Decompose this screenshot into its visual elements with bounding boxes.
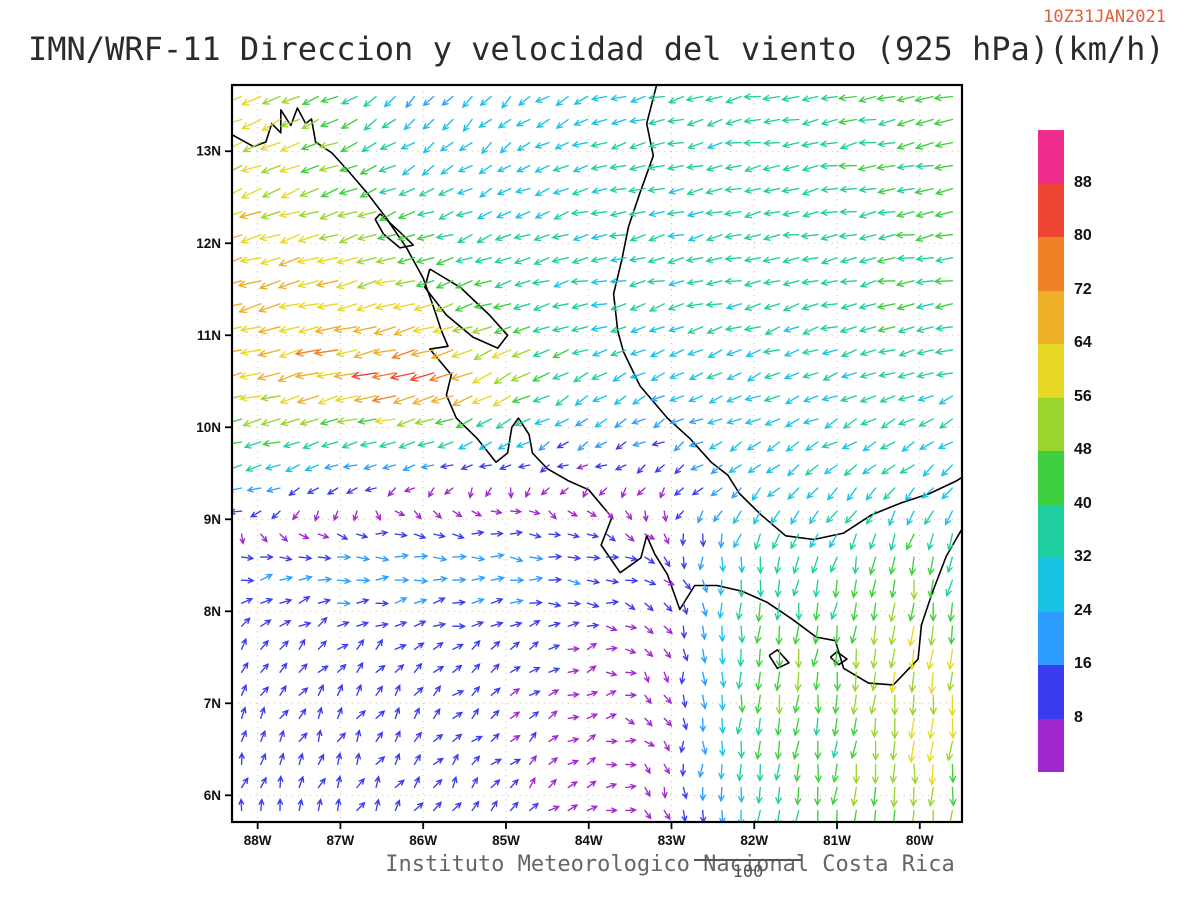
x-tick-label: 83W <box>658 833 686 848</box>
colorbar-scale <box>1038 130 1064 772</box>
y-tick-label: 8N <box>204 604 221 619</box>
wind-vector-map: 88W 87W 86W 85W 84W 83W 82W 81W 80W 13N 12N 11N 10N 9… <box>196 83 964 848</box>
colorbar: 88 80 72 64 56 48 40 32 24 16 8 <box>1038 130 1158 790</box>
colorbar-segment <box>1038 183 1064 237</box>
colorbar-label: 24 <box>1074 601 1092 619</box>
colorbar-segment <box>1038 451 1064 505</box>
colorbar-segment <box>1038 718 1064 772</box>
colorbar-segment <box>1038 611 1064 665</box>
colorbar-segment <box>1038 558 1064 612</box>
colorbar-label: 88 <box>1074 173 1092 191</box>
wind-arrows-layer <box>232 93 957 822</box>
colorbar-segment <box>1038 504 1064 558</box>
x-tick-label: 87W <box>327 833 355 848</box>
map-frame <box>230 83 964 824</box>
x-tick-label: 82W <box>740 833 768 848</box>
colorbar-segment <box>1038 344 1064 398</box>
colorbar-label: 16 <box>1074 655 1092 672</box>
y-tick-label: 11N <box>197 328 221 343</box>
colorbar-label: 8 <box>1074 708 1083 726</box>
axis-ticks <box>225 150 921 829</box>
colorbar-label: 72 <box>1074 280 1092 298</box>
colorbar-segment <box>1038 130 1064 184</box>
y-tick-label: 9N <box>204 512 221 527</box>
colorbar-segment <box>1038 237 1064 291</box>
scale-label: 100 <box>732 862 764 882</box>
x-tick-label: 80W <box>906 833 934 848</box>
colorbar-label: 40 <box>1074 494 1092 512</box>
colorbar-segment <box>1038 397 1064 451</box>
colorbar-label: 32 <box>1074 548 1092 565</box>
x-tick-label: 85W <box>492 833 520 848</box>
footer-credit: Instituto Meteorologico Nacional Costa R… <box>385 852 955 877</box>
axis-tick-labels: 88W 87W 86W 85W 84W 83W 82W 81W 80W 13N 12N 11N 10N 9… <box>196 144 934 848</box>
colorbar-segment <box>1038 290 1064 344</box>
scale-line <box>694 859 802 861</box>
y-tick-label: 13N <box>196 144 221 159</box>
x-tick-label: 88W <box>244 833 272 848</box>
colorbar-label: 48 <box>1074 441 1092 458</box>
y-tick-label: 12N <box>196 236 221 251</box>
y-tick-label: 7N <box>204 696 221 711</box>
x-tick-label: 86W <box>409 833 437 848</box>
colorbar-segment <box>1038 665 1064 719</box>
y-tick-label: 10N <box>196 420 221 435</box>
x-tick-label: 81W <box>823 833 851 848</box>
colorbar-label: 56 <box>1074 387 1092 405</box>
timestamp: 10Z31JAN2021 <box>1043 7 1166 27</box>
colorbar-label: 80 <box>1074 227 1092 244</box>
page-title: IMN/WRF-11 Direccion y velocidad del vie… <box>28 30 1165 68</box>
y-tick-label: 6N <box>204 788 221 803</box>
colorbar-label: 64 <box>1074 334 1092 351</box>
x-tick-label: 84W <box>575 833 603 848</box>
